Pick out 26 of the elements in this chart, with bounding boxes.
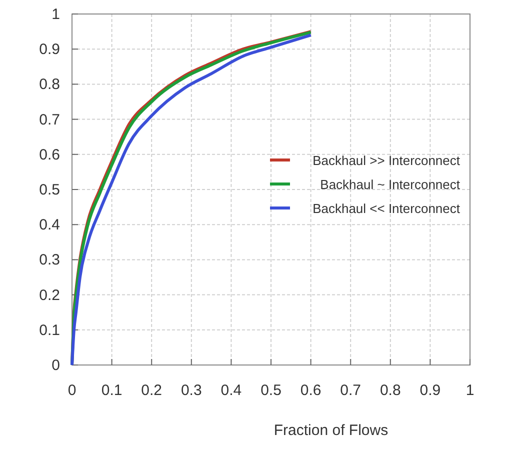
x-tick-label: 0.6 <box>300 382 322 399</box>
x-tick-label: 1 <box>466 382 474 399</box>
x-axis-title: Fraction of Flows <box>274 422 388 439</box>
y-tick-label: 0.8 <box>39 76 60 94</box>
y-tick-label: 0.2 <box>39 286 60 304</box>
y-tick-label: 1 <box>52 6 60 23</box>
x-tick-label: 0.7 <box>340 382 362 399</box>
x-tick-label: 0.8 <box>380 382 401 399</box>
y-tick-label: 0.9 <box>39 41 60 58</box>
y-tick-label: 0.6 <box>39 146 60 164</box>
y-tick-label: 0.5 <box>39 182 60 198</box>
x-tick-label: 0.5 <box>260 382 282 399</box>
legend-label: Backhaul >> Interconnect <box>312 153 460 168</box>
x-tick-label: 0.4 <box>220 382 242 399</box>
legend-label: Backhaul ~ Interconnect <box>320 177 460 192</box>
x-tick-label: 0.9 <box>420 382 441 399</box>
y-tick-label: 0.7 <box>39 111 60 128</box>
x-tick-label: 0.3 <box>180 382 202 399</box>
y-tick-label: 0.4 <box>39 216 60 234</box>
x-tick-label: 0 <box>68 382 76 399</box>
y-tick-label: 0 <box>52 357 60 374</box>
x-tick-label: 0.2 <box>141 382 162 399</box>
y-tick-label: 0.1 <box>39 322 60 339</box>
legend-label: Backhaul << Interconnect <box>312 201 460 216</box>
x-tick-label: 0.1 <box>101 382 122 399</box>
y-tick-label: 0.3 <box>39 252 60 269</box>
